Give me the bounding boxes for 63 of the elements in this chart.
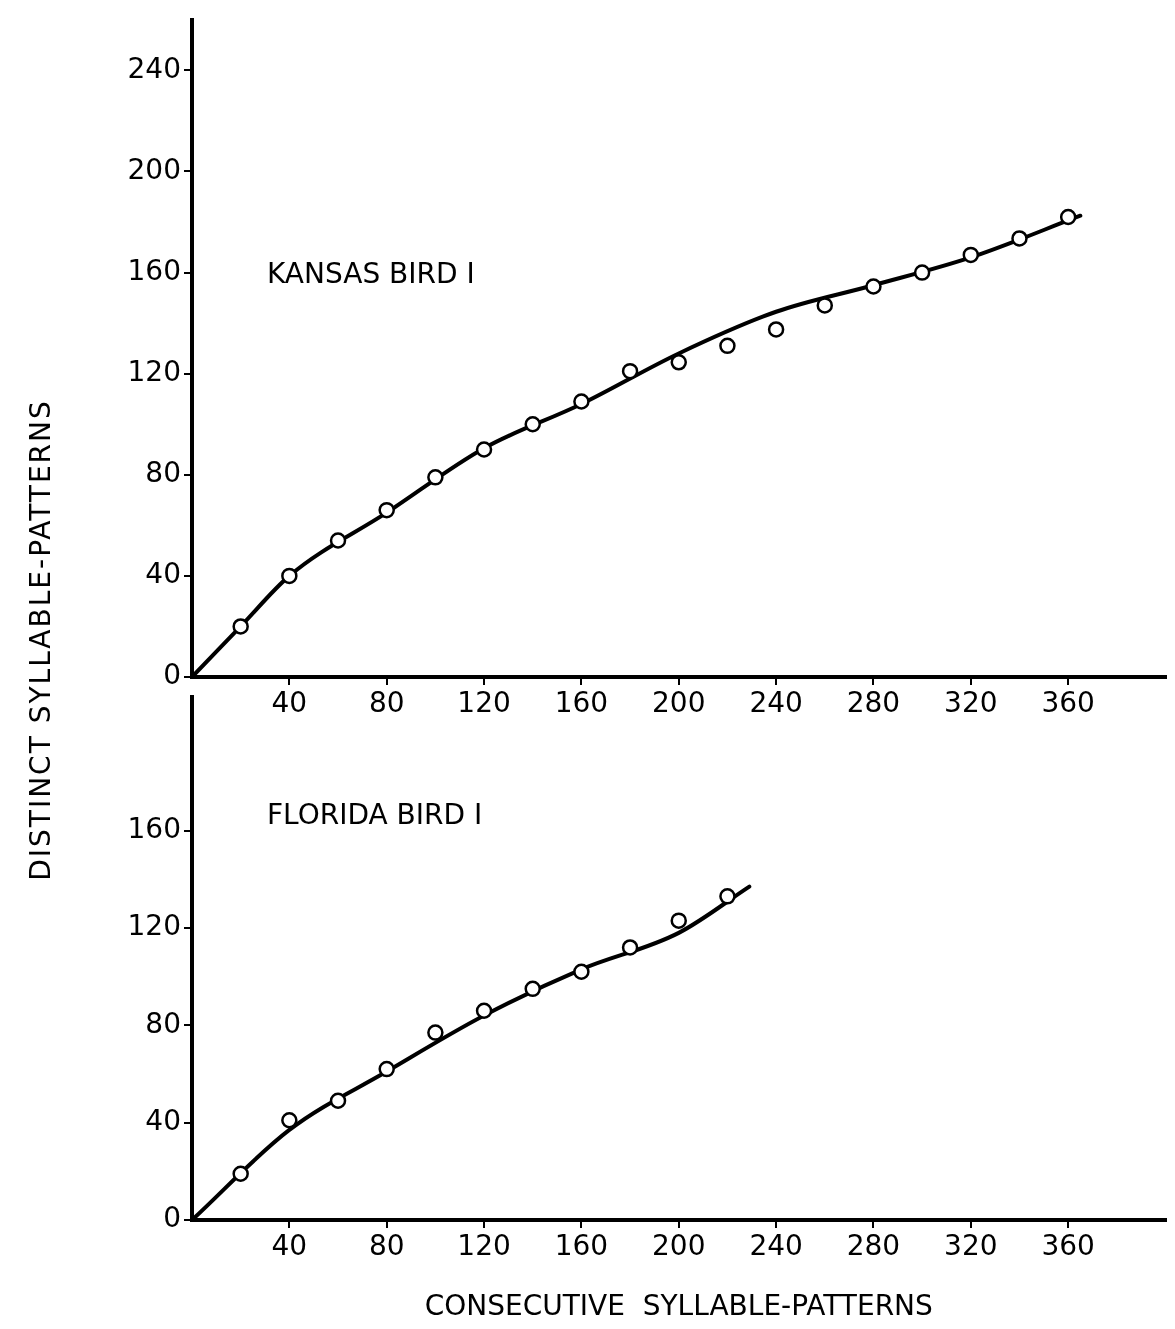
x-tick-label: 80 [368, 686, 405, 720]
y-axis-title: DISTINCT SYLLABLE-PATTERNS [23, 399, 57, 881]
point [962, 246, 980, 264]
point [475, 1002, 493, 1019]
y-tick-label: 80 [145, 456, 181, 490]
point [719, 888, 736, 905]
y-tick-label: 160 [127, 811, 181, 845]
text: FLORIDA BIRD I [267, 798, 483, 832]
text: KANSAS BIRD I [267, 257, 475, 291]
y-tick-label: 0 [163, 1201, 181, 1235]
point [281, 1111, 298, 1129]
point [329, 1092, 347, 1110]
point [475, 441, 493, 458]
x-tick-label: 40 [271, 1229, 308, 1263]
point [816, 297, 834, 314]
x-tick-label: 200 [652, 686, 706, 720]
y-tick-label: 0 [163, 658, 181, 692]
point [767, 321, 785, 338]
y-tick-label: 120 [127, 909, 181, 943]
point [524, 980, 541, 998]
x-tick-label: 360 [1041, 686, 1095, 720]
y-tick-label: 240 [127, 51, 181, 85]
x-tick-label: 320 [944, 1229, 998, 1263]
x-tick-label: 40 [271, 686, 308, 720]
point [913, 264, 931, 281]
y-tick-label: 160 [127, 253, 181, 287]
x-tick-label: 320 [944, 686, 998, 720]
x-tick-label: 280 [846, 1229, 901, 1263]
point [719, 337, 736, 355]
point [670, 912, 687, 929]
point [621, 362, 639, 380]
point [427, 1024, 444, 1041]
point [573, 963, 590, 981]
y-tick-label: 40 [145, 1103, 181, 1137]
point [865, 278, 882, 295]
x-tick-label: 160 [554, 686, 609, 720]
point [378, 1060, 395, 1078]
point [427, 469, 444, 486]
x-tick-label: 280 [846, 686, 901, 720]
point [670, 354, 687, 371]
x-tick-label: 120 [457, 1229, 511, 1263]
y-tick-label: 120 [127, 354, 181, 388]
x-tick-label: 240 [749, 1229, 803, 1263]
y-tick-label: 80 [145, 1006, 181, 1040]
y-tick-label: 40 [145, 557, 181, 591]
point [329, 532, 347, 549]
point [232, 1165, 249, 1183]
x-tick-label: 360 [1041, 1229, 1095, 1263]
point [378, 501, 395, 519]
y-tick-label: 200 [127, 152, 181, 186]
point [621, 939, 639, 956]
x-tick-label: 240 [749, 686, 803, 720]
point [232, 618, 249, 635]
x-tick-label: 80 [368, 1229, 405, 1263]
point [281, 567, 298, 585]
point [1011, 230, 1028, 247]
point [524, 415, 541, 433]
x-tick-label: 160 [554, 1229, 609, 1263]
point [573, 393, 590, 410]
x-tick-label: 120 [457, 686, 511, 720]
point [1059, 208, 1077, 226]
x-tick-label: 200 [652, 1229, 706, 1263]
x-axis-title: CONSECUTIVE SYLLABLE-PATTERNS [424, 1289, 933, 1323]
